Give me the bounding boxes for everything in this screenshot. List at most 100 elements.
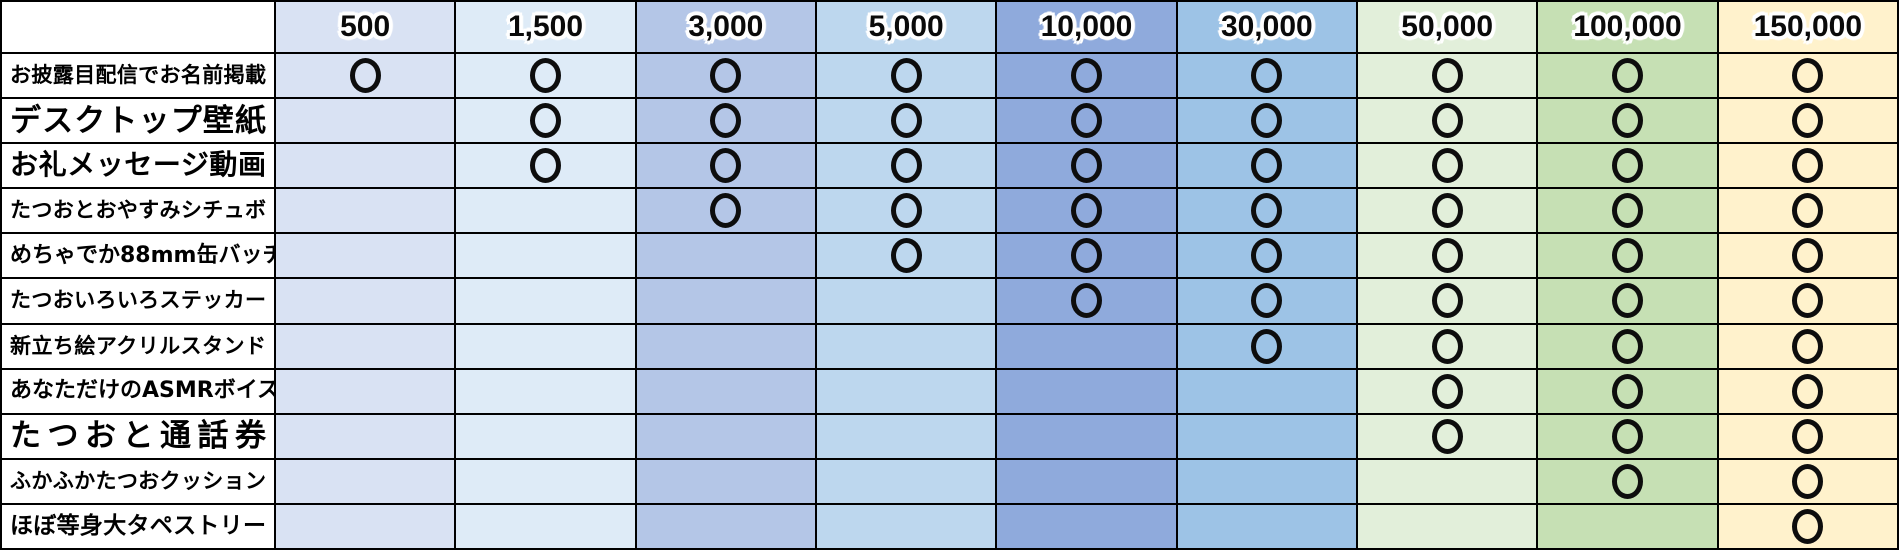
tier-header-cell: 30,000: [1177, 2, 1358, 54]
benefit-cell: [997, 369, 1178, 415]
tier-header-cell: 500: [276, 2, 457, 54]
benefit-cell: [1177, 324, 1358, 370]
reward-label-cell: たつおと通話券: [2, 414, 276, 460]
benefit-cell: [1538, 99, 1719, 145]
tier-header-cell: 50,000: [1357, 2, 1539, 54]
benefit-cell: [1177, 54, 1358, 100]
benefit-cell: [456, 144, 637, 190]
reward-label: たつおと通話券: [10, 418, 266, 455]
circle-mark-icon: [890, 193, 922, 229]
benefit-cell: [816, 504, 998, 550]
benefit-cell: [1177, 189, 1358, 235]
benefit-cell: [636, 504, 817, 550]
circle-mark-icon: [1431, 283, 1463, 319]
benefit-cell: [997, 324, 1178, 370]
benefit-cell: [997, 234, 1178, 280]
benefit-cell: [456, 99, 637, 145]
benefit-cell: [1538, 279, 1719, 325]
benefit-cell: [1538, 189, 1719, 235]
tier-amount: 5,000: [868, 10, 944, 43]
circle-mark-icon: [1611, 238, 1643, 274]
circle-mark-icon: [1070, 283, 1102, 319]
circle-mark-icon: [1792, 103, 1824, 139]
circle-mark-icon: [1431, 418, 1463, 454]
benefit-cell: [276, 99, 457, 145]
benefit-cell: [1357, 54, 1539, 100]
circle-mark-icon: [1792, 328, 1824, 364]
circle-mark-icon: [1792, 463, 1824, 499]
benefit-cell: [276, 144, 457, 190]
tier-amount: 10,000: [1040, 10, 1133, 43]
reward-label: お礼メッセージ動画: [10, 148, 266, 182]
circle-mark-icon: [1070, 238, 1102, 274]
reward-label: あなただけのASMRボイス: [10, 378, 276, 404]
benefit-cell: [816, 324, 998, 370]
benefit-cell: [1538, 324, 1719, 370]
circle-mark-icon: [710, 148, 742, 184]
benefit-cell: [1718, 324, 1899, 370]
benefit-cell: [636, 324, 817, 370]
benefit-cell: [997, 414, 1178, 460]
circle-mark-icon: [1431, 373, 1463, 409]
benefit-cell: [456, 234, 637, 280]
benefit-cell: [1718, 369, 1899, 415]
reward-label: たつおとおやすみシチュボ: [10, 198, 266, 223]
benefit-cell: [1357, 504, 1539, 550]
circle-mark-icon: [349, 58, 381, 94]
benefit-cell: [1357, 414, 1539, 460]
circle-mark-icon: [1070, 193, 1102, 229]
circle-mark-icon: [890, 148, 922, 184]
circle-mark-icon: [1611, 58, 1643, 94]
benefit-cell: [816, 144, 998, 190]
benefit-cell: [816, 54, 998, 100]
benefit-cell: [1177, 234, 1358, 280]
circle-mark-icon: [1792, 283, 1824, 319]
tier-header-cell: 1,500: [456, 2, 637, 54]
reward-label-cell: 新立ち絵アクリルスタンド: [2, 324, 276, 370]
circle-mark-icon: [1611, 283, 1643, 319]
circle-mark-icon: [890, 238, 922, 274]
circle-mark-icon: [710, 103, 742, 139]
benefit-cell: [636, 189, 817, 235]
benefit-cell: [276, 414, 457, 460]
circle-mark-icon: [1251, 58, 1283, 94]
circle-mark-icon: [1251, 283, 1283, 319]
reward-label-cell: たつおいろいろステッカー: [2, 279, 276, 325]
circle-mark-icon: [710, 193, 742, 229]
reward-label: ほぼ等身大タペストリー: [10, 512, 266, 539]
benefit-cell: [1357, 279, 1539, 325]
tier-amount: 50,000: [1401, 10, 1494, 43]
benefit-cell: [816, 189, 998, 235]
tier-amount: 3,000: [688, 10, 764, 43]
benefit-cell: [1718, 414, 1899, 460]
tier-header-cell: 150,000: [1718, 2, 1899, 54]
benefit-cell: [276, 324, 457, 370]
benefit-cell: [1357, 324, 1539, 370]
benefit-cell: [1357, 459, 1539, 505]
reward-label: デスクトップ壁紙: [10, 102, 266, 139]
circle-mark-icon: [1611, 103, 1643, 139]
circle-mark-icon: [1611, 148, 1643, 184]
circle-mark-icon: [1251, 238, 1283, 274]
reward-label: お披露目配信でお名前掲載: [10, 62, 266, 87]
benefit-cell: [1538, 234, 1719, 280]
circle-mark-icon: [1431, 58, 1463, 94]
circle-mark-icon: [1792, 193, 1824, 229]
benefit-cell: [816, 414, 998, 460]
benefit-cell: [997, 54, 1178, 100]
benefit-cell: [1357, 234, 1539, 280]
benefit-cell: [1538, 54, 1719, 100]
circle-mark-icon: [529, 103, 561, 139]
benefit-cell: [1177, 414, 1358, 460]
benefit-cell: [1718, 54, 1899, 100]
benefit-cell: [816, 234, 998, 280]
reward-label-cell: お披露目配信でお名前掲載: [2, 54, 276, 100]
benefit-cell: [997, 279, 1178, 325]
benefit-cell: [636, 99, 817, 145]
tier-amount: 150,000: [1753, 10, 1863, 43]
benefit-cell: [816, 459, 998, 505]
tier-amount: 1,500: [507, 10, 584, 43]
circle-mark-icon: [529, 148, 561, 184]
circle-mark-icon: [1070, 58, 1102, 94]
benefit-cell: [816, 99, 998, 145]
